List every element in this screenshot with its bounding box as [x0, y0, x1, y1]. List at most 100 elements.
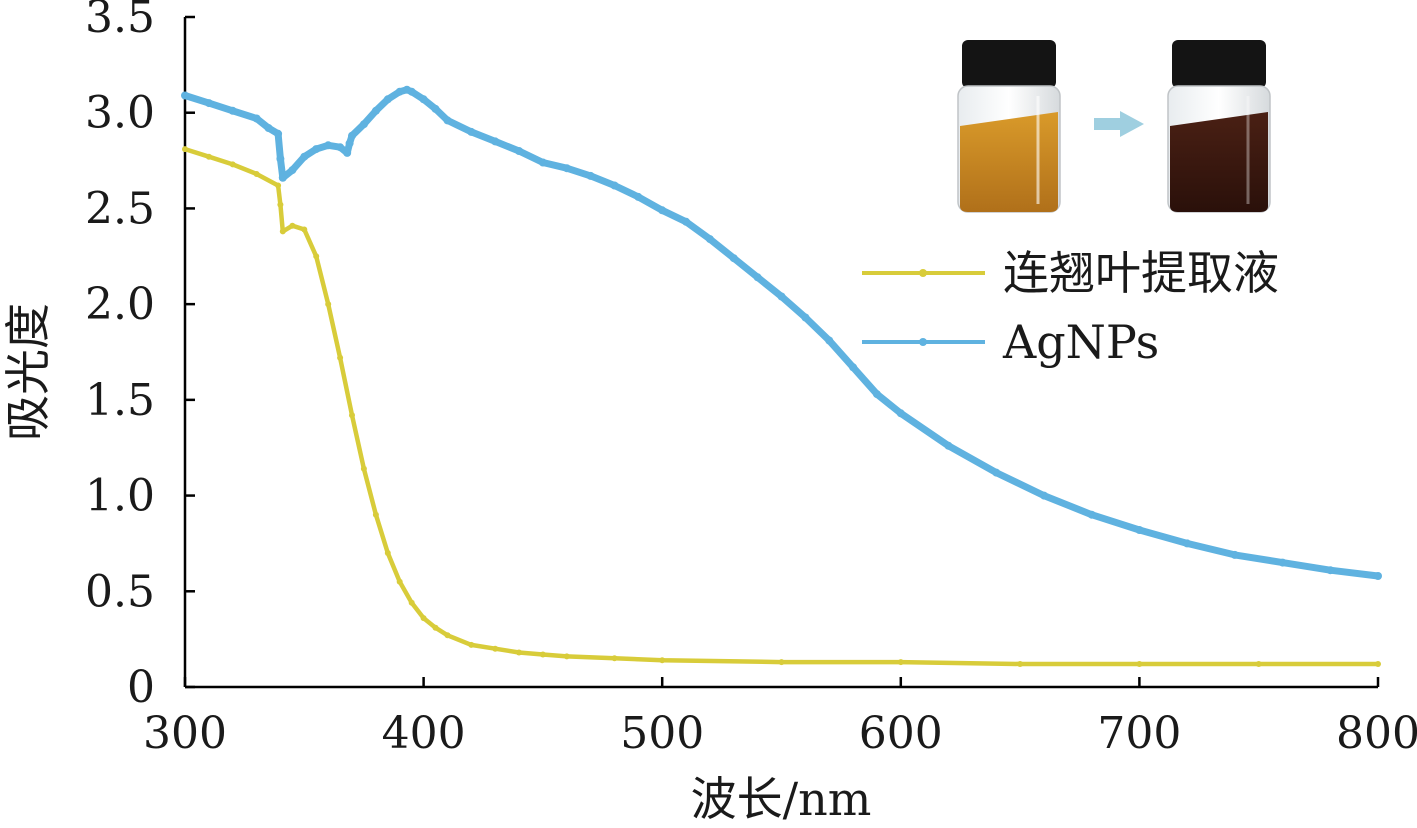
data-point [491, 137, 500, 146]
data-point [1183, 539, 1192, 548]
data-point [276, 154, 285, 163]
data-point [825, 336, 834, 345]
series-line-extract [182, 146, 1381, 667]
legend: 连翘叶提取液 AgNPs [862, 246, 1279, 369]
y-ticks: 0 0.5 1.0 1.5 2.0 2.5 3.0 3.5 [85, 0, 195, 713]
data-point [516, 649, 522, 656]
data-point [468, 641, 475, 648]
data-point [182, 146, 188, 153]
y-tick-label: 2.5 [85, 183, 155, 234]
data-point [349, 412, 355, 419]
y-tick-label: 1.5 [85, 375, 155, 426]
data-point [252, 114, 261, 123]
data-point [343, 148, 352, 157]
data-point [359, 120, 368, 129]
data-point [279, 228, 286, 235]
data-point [371, 106, 380, 115]
data-point [312, 145, 321, 154]
data-point [372, 511, 379, 518]
data-point [432, 624, 439, 631]
data-point [253, 171, 260, 177]
x-tick-label: 800 [1336, 708, 1417, 759]
data-point [407, 87, 416, 96]
data-point [1135, 526, 1144, 534]
data-point [778, 659, 785, 666]
data-point [324, 141, 333, 150]
data-point [420, 615, 427, 622]
data-point [1136, 661, 1143, 667]
data-point [408, 599, 415, 606]
data-point [278, 173, 287, 182]
data-point [1375, 661, 1381, 667]
data-point [1040, 491, 1048, 500]
data-point [1017, 661, 1024, 667]
data-point [1255, 661, 1262, 667]
data-point [204, 99, 213, 108]
right-vial-icon [1167, 40, 1271, 213]
y-tick-label: 3.0 [85, 88, 155, 139]
x-ticks: 300 400 500 600 700 800 [143, 677, 1417, 759]
y-tick-label: 0.5 [85, 566, 155, 617]
data-point [1326, 566, 1335, 575]
x-tick-label: 500 [620, 708, 704, 759]
x-tick-label: 700 [1097, 708, 1181, 759]
x-tick-label: 600 [859, 708, 943, 759]
data-point [659, 657, 666, 664]
data-point [634, 192, 643, 201]
legend-label-agnps: AgNPs [1002, 315, 1159, 369]
data-point [277, 201, 284, 208]
data-point [301, 226, 308, 233]
x-tick-label: 300 [143, 708, 227, 759]
legend-marker-extract [919, 269, 927, 277]
data-point [264, 124, 273, 132]
data-point [1087, 510, 1096, 519]
data-point [443, 116, 452, 125]
y-axis-title: 吸光度 [1, 303, 55, 441]
data-point [336, 143, 345, 152]
y-tick-label: 2.0 [85, 279, 155, 330]
data-point [300, 152, 309, 161]
data-point [753, 273, 762, 282]
legend-item-agnps: AgNPs [862, 315, 1159, 369]
data-point [383, 95, 392, 104]
data-point [444, 632, 451, 639]
data-point [896, 409, 905, 418]
data-point [467, 127, 476, 136]
data-point [729, 254, 738, 263]
y-tick-label: 0 [127, 662, 155, 713]
legend-marker-agnps [919, 338, 927, 346]
data-point [992, 468, 1001, 477]
legend-label-extract: 连翘叶提取液 [1003, 246, 1279, 300]
data-point [944, 441, 953, 450]
data-point [1278, 558, 1287, 567]
data-point [345, 139, 354, 148]
data-point [419, 95, 428, 104]
series-points-extract [182, 146, 1381, 667]
data-point [325, 301, 332, 308]
legend-item-extract: 连翘叶提取液 [862, 246, 1279, 300]
data-point [849, 363, 858, 372]
series-points-agnps [181, 85, 1382, 580]
data-point [563, 653, 570, 660]
arrow-icon [1094, 111, 1144, 137]
data-point [658, 206, 667, 215]
data-point [228, 106, 237, 115]
data-point [801, 313, 810, 322]
data-point [229, 161, 236, 168]
x-axis-title: 波长/nm [691, 772, 872, 826]
data-point [348, 131, 356, 140]
data-point [872, 390, 881, 399]
data-point [274, 129, 283, 138]
data-point [431, 104, 440, 113]
data-point [313, 253, 320, 260]
data-point [337, 354, 344, 361]
data-point [181, 91, 189, 100]
data-point [539, 651, 546, 658]
data-point [360, 465, 367, 472]
y-tick-label: 3.5 [85, 0, 155, 43]
data-point [611, 655, 618, 662]
data-point [288, 166, 297, 175]
data-point [515, 147, 523, 155]
y-tick-label: 1.0 [85, 471, 155, 522]
data-point [205, 153, 212, 160]
